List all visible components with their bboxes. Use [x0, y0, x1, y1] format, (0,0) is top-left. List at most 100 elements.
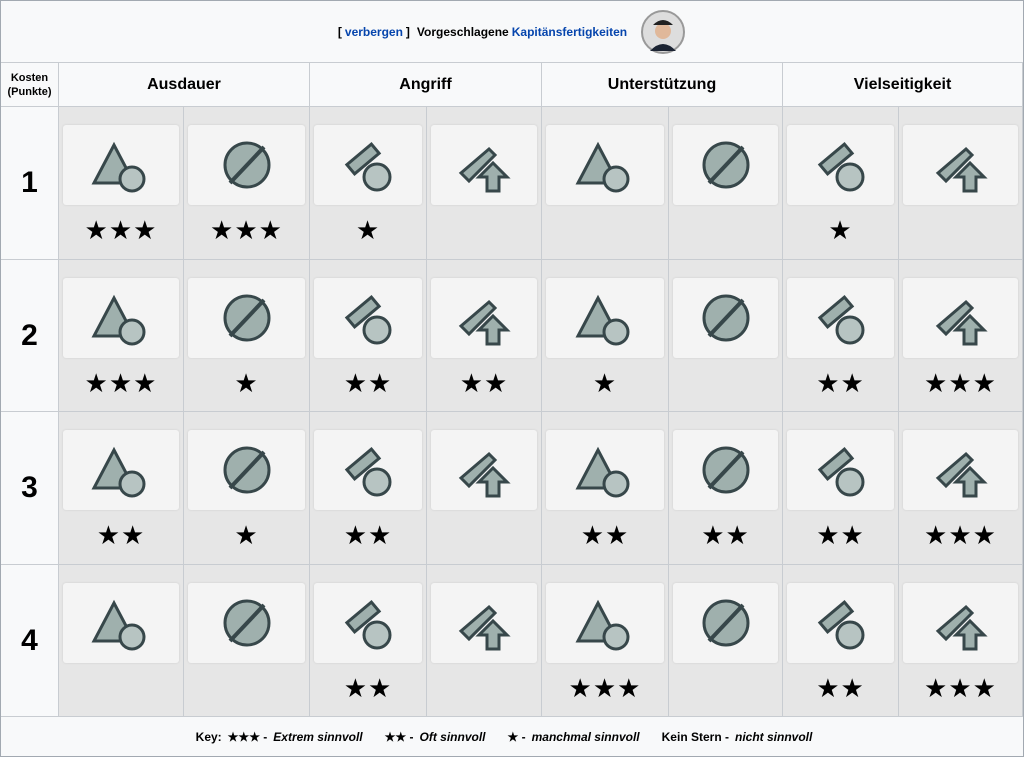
skill-icon: [935, 451, 988, 498]
star-rating: ★★: [343, 368, 393, 398]
skill-button[interactable]: [431, 125, 537, 205]
star-rating: ★★: [343, 520, 393, 550]
skill-cell: [184, 565, 310, 717]
skill-button[interactable]: [546, 278, 664, 358]
skill-icon: [817, 600, 864, 650]
skill-button[interactable]: [673, 430, 778, 510]
skill-icon: [91, 446, 146, 498]
title-link[interactable]: Kapitänsfertigkeiten: [511, 24, 628, 39]
skill-button[interactable]: [546, 583, 664, 663]
key-title: Key:: [195, 729, 222, 744]
star-rating: ★★: [580, 520, 630, 550]
skill-cell: ★★: [669, 412, 783, 565]
skill-button[interactable]: [188, 583, 305, 663]
skill-button[interactable]: [63, 583, 179, 663]
skill-button[interactable]: [546, 125, 664, 205]
star-rating: ★: [828, 215, 853, 245]
skill-button[interactable]: [787, 430, 894, 510]
skill-icon: [817, 142, 864, 192]
skill-icon: [935, 299, 988, 346]
skill-button[interactable]: [546, 430, 664, 510]
cost-cell: 1: [1, 107, 59, 260]
skill-cell: ★★★: [899, 260, 1023, 412]
skill-button[interactable]: [314, 125, 422, 205]
skill-button[interactable]: [63, 278, 179, 358]
skill-button[interactable]: [673, 125, 778, 205]
star-rating: ★★★: [924, 673, 997, 703]
skill-cell: [427, 565, 542, 717]
skill-icon: [458, 146, 511, 193]
skill-icon: [223, 141, 270, 189]
skill-cell: ★★★: [899, 412, 1023, 565]
skill-icon: [458, 604, 511, 651]
skill-icon: [91, 599, 146, 651]
skill-button[interactable]: [673, 278, 778, 358]
skill-button[interactable]: [188, 430, 305, 510]
skill-cell: [427, 412, 542, 565]
star-rating: ★: [234, 520, 259, 550]
star-rating: ★★★: [924, 520, 997, 550]
skill-cell: ★★: [783, 412, 899, 565]
key-text: Extrem sinnvoll: [273, 729, 363, 744]
skill-button[interactable]: [673, 583, 778, 663]
skill-button[interactable]: [903, 278, 1018, 358]
skill-icon: [702, 141, 749, 189]
skill-cell: ★★★: [59, 260, 184, 412]
skill-icon: [575, 446, 630, 498]
skill-icon: [344, 447, 392, 497]
key-text: nicht sinnvoll: [734, 729, 813, 744]
group-header: Vielseitigkeit: [783, 63, 1023, 107]
title: Vorgeschlagene: [416, 24, 509, 39]
star-rating: ★★: [701, 520, 750, 550]
skill-icon: [575, 599, 630, 651]
skill-cell: ★: [184, 412, 310, 565]
skill-button[interactable]: [314, 583, 422, 663]
skill-button[interactable]: [431, 278, 537, 358]
skill-button[interactable]: [63, 125, 179, 205]
skill-button[interactable]: [903, 430, 1018, 510]
skill-cell: [669, 260, 783, 412]
key-symbol: ★★ -: [384, 729, 414, 744]
skill-cell: ★★: [59, 412, 184, 565]
skill-cell: ★★★: [899, 565, 1023, 717]
skill-icon: [344, 295, 392, 345]
star-rating: ★★★: [568, 673, 642, 703]
skill-icon: [702, 599, 749, 647]
cost-cell: 4: [1, 565, 59, 717]
skill-icon: [575, 294, 630, 346]
key-symbol: ★★★ -: [227, 729, 268, 744]
skill-button[interactable]: [188, 278, 305, 358]
skill-button[interactable]: [787, 583, 894, 663]
star-rating: ★★★: [210, 215, 283, 245]
skill-cell: ★★: [310, 412, 427, 565]
skill-cell: [899, 107, 1023, 260]
skill-button[interactable]: [431, 430, 537, 510]
skill-icon: [344, 600, 392, 650]
skill-button[interactable]: [903, 583, 1018, 663]
skill-cell: [427, 107, 542, 260]
star-rating: ★★★: [84, 368, 158, 398]
skill-cell: [669, 565, 783, 717]
star-rating: ★★: [816, 520, 865, 550]
skill-icon: [817, 447, 864, 497]
cost-header: Kosten (Punkte): [1, 63, 59, 107]
skill-cell: ★: [542, 260, 669, 412]
skill-button[interactable]: [431, 583, 537, 663]
skill-button[interactable]: [903, 125, 1018, 205]
skill-cell: [669, 107, 783, 260]
skill-button[interactable]: [787, 278, 894, 358]
skill-button[interactable]: [188, 125, 305, 205]
skill-icon: [223, 599, 270, 647]
skill-button[interactable]: [787, 125, 894, 205]
key-symbol: ★ -: [507, 729, 526, 744]
skill-button[interactable]: [63, 430, 179, 510]
hide-link[interactable]: verbergen: [344, 24, 403, 39]
skill-button[interactable]: [314, 278, 422, 358]
skill-cell: ★: [310, 107, 427, 260]
skill-icon: [91, 141, 146, 193]
skill-icon: [935, 146, 988, 193]
skill-button[interactable]: [314, 430, 422, 510]
key-row: Key: ★★★ - Extrem sinnvoll ★★ - Oft sinnvol…: [1, 717, 1023, 756]
skill-cell: ★★: [310, 565, 427, 717]
group-header: Unterstützung: [542, 63, 783, 107]
